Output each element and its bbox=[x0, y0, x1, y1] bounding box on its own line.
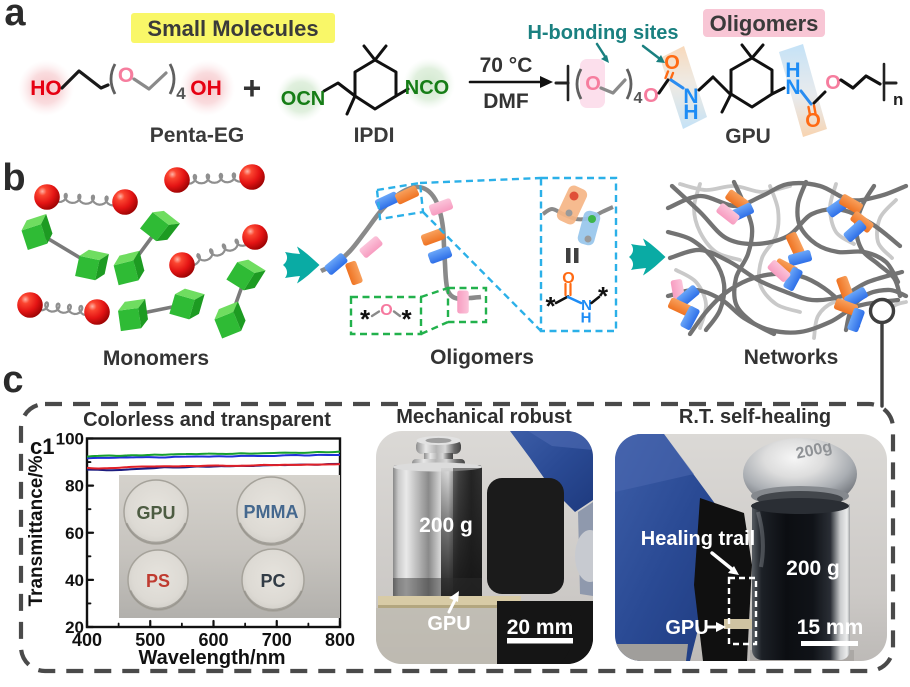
svg-text:400: 400 bbox=[72, 630, 102, 650]
svg-text:600: 600 bbox=[198, 630, 228, 650]
svg-text:80: 80 bbox=[65, 477, 84, 496]
svg-text:*: * bbox=[598, 281, 609, 311]
svg-text:200 g: 200 g bbox=[786, 557, 840, 580]
svg-text:PMMA: PMMA bbox=[244, 502, 299, 522]
svg-text:H: H bbox=[581, 310, 592, 327]
svg-text:Healing trail: Healing trail bbox=[641, 528, 755, 550]
svg-text:PS: PS bbox=[146, 571, 170, 591]
svg-text:500: 500 bbox=[135, 630, 165, 650]
svg-text:a: a bbox=[4, 0, 26, 34]
svg-text:O: O bbox=[825, 72, 841, 94]
svg-text:800: 800 bbox=[325, 630, 355, 650]
svg-text:20: 20 bbox=[65, 618, 84, 637]
svg-text:n: n bbox=[893, 90, 903, 109]
svg-text:Oligomers: Oligomers bbox=[710, 11, 819, 36]
svg-text:c: c bbox=[2, 359, 23, 401]
svg-text:N: N bbox=[581, 297, 592, 314]
svg-text:IPDI: IPDI bbox=[354, 124, 395, 147]
svg-text:Small Molecules: Small Molecules bbox=[147, 16, 318, 41]
svg-text:N: N bbox=[785, 76, 800, 99]
svg-text:GPU: GPU bbox=[136, 503, 175, 523]
svg-text:N: N bbox=[683, 85, 698, 108]
svg-text:40: 40 bbox=[65, 571, 84, 590]
svg-text:20 mm: 20 mm bbox=[507, 616, 574, 639]
svg-text:*: * bbox=[401, 304, 412, 334]
svg-text:*: * bbox=[360, 304, 371, 334]
svg-text:GPU: GPU bbox=[665, 617, 708, 639]
svg-text:H: H bbox=[785, 59, 800, 82]
svg-text:NCO: NCO bbox=[405, 77, 449, 99]
svg-text:Penta-EG: Penta-EG bbox=[150, 124, 245, 147]
svg-text:Monomers: Monomers bbox=[103, 347, 209, 370]
svg-text:O: O bbox=[664, 52, 680, 74]
svg-text:700: 700 bbox=[262, 630, 292, 650]
svg-text:O: O bbox=[643, 85, 659, 107]
svg-text:OCN: OCN bbox=[281, 88, 325, 110]
svg-text:200 g: 200 g bbox=[419, 514, 473, 537]
svg-text:70 °C: 70 °C bbox=[480, 54, 533, 77]
svg-text:Transmittance/%: Transmittance/% bbox=[26, 455, 47, 606]
svg-text:H: H bbox=[683, 101, 698, 124]
svg-text:Wavelength/nm: Wavelength/nm bbox=[138, 647, 285, 669]
svg-text:Oligomers: Oligomers bbox=[430, 346, 534, 369]
svg-text:OH: OH bbox=[190, 77, 222, 100]
svg-text:DMF: DMF bbox=[483, 90, 529, 113]
svg-text:O: O bbox=[585, 73, 601, 95]
svg-text:O: O bbox=[118, 64, 134, 87]
svg-text:15 mm: 15 mm bbox=[797, 616, 864, 639]
svg-text:Colorless and transparent: Colorless and transparent bbox=[83, 409, 331, 431]
svg-text:PC: PC bbox=[260, 571, 285, 591]
svg-text:*: * bbox=[545, 291, 556, 321]
svg-text:+: + bbox=[243, 70, 262, 106]
svg-text:O: O bbox=[805, 110, 821, 132]
svg-text:60: 60 bbox=[65, 524, 84, 543]
svg-text:R.T. self-healing: R.T. self-healing bbox=[679, 406, 831, 428]
svg-text:Mechanical robust: Mechanical robust bbox=[396, 406, 572, 428]
svg-text:100: 100 bbox=[56, 430, 84, 449]
svg-text:O: O bbox=[562, 270, 574, 287]
svg-text:O: O bbox=[380, 302, 392, 319]
svg-text:4: 4 bbox=[634, 90, 643, 107]
svg-text:4: 4 bbox=[176, 84, 186, 103]
svg-text:Networks: Networks bbox=[744, 346, 839, 369]
svg-text:b: b bbox=[2, 157, 25, 199]
svg-text:H-bonding sites: H-bonding sites bbox=[527, 22, 678, 44]
svg-text:GPU: GPU bbox=[725, 125, 771, 148]
svg-text:HO: HO bbox=[30, 77, 62, 100]
svg-text:c1: c1 bbox=[30, 434, 54, 459]
svg-text:GPU: GPU bbox=[427, 613, 470, 635]
